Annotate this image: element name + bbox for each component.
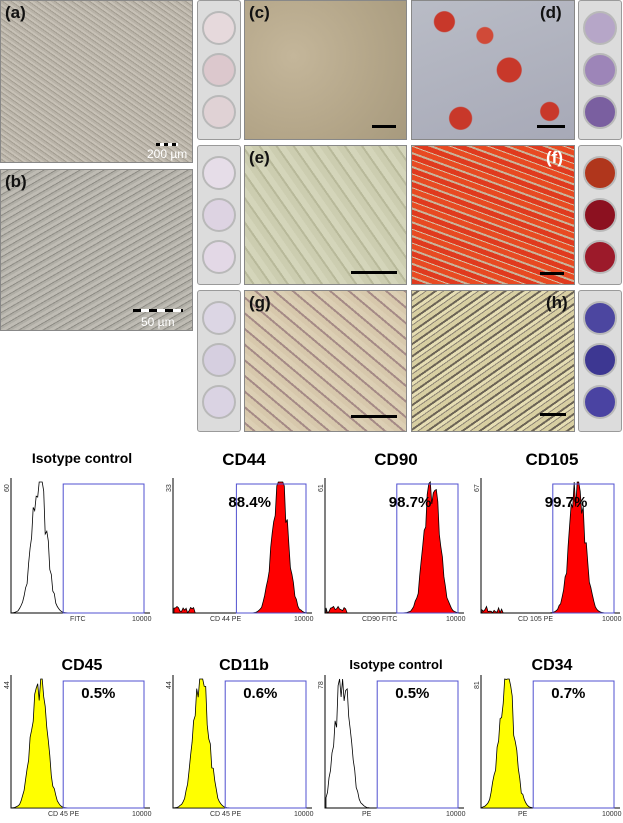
well xyxy=(583,156,617,190)
well xyxy=(583,385,617,419)
x-axis-label: CD90 FITC xyxy=(362,616,397,623)
x-axis-max-label: 10000 xyxy=(446,811,465,818)
well xyxy=(583,301,617,335)
histogram-title: CD105 xyxy=(474,450,623,470)
scale-bar-e xyxy=(351,271,397,274)
x-axis-max-label: 10000 xyxy=(446,616,465,623)
well xyxy=(583,11,617,45)
gate-marker xyxy=(63,484,144,613)
well-plate-c xyxy=(197,0,241,140)
histogram-distribution xyxy=(482,679,618,808)
well xyxy=(202,53,236,87)
panel-label-a: (a) xyxy=(5,3,26,23)
panel-label-f: (f) xyxy=(546,148,563,168)
x-axis-label: CD 44 PE xyxy=(210,616,241,623)
gate-percentage: 0.5% xyxy=(395,685,429,702)
histogram-distribution xyxy=(12,482,148,613)
histogram-title: CD45 xyxy=(4,657,160,675)
histogram-distribution xyxy=(174,679,310,808)
gate-percentage: 99.7% xyxy=(545,494,588,511)
micrograph-g: (g) xyxy=(244,290,407,432)
x-axis-max-label: 10000 xyxy=(132,616,151,623)
micrograph-a: (a) 200 µm xyxy=(0,0,193,163)
panel-label-b: (b) xyxy=(5,172,27,192)
x-axis-label: CD 45 PE xyxy=(210,811,241,818)
histogram-title: CD90 xyxy=(318,450,474,470)
gate-percentage: 88.4% xyxy=(228,494,271,511)
well xyxy=(202,198,236,232)
scale-bar-f xyxy=(540,272,564,275)
scale-bar-a xyxy=(156,143,178,146)
panel-label-e: (e) xyxy=(249,148,270,168)
scale-bar-d xyxy=(537,125,565,128)
x-axis-label: PE xyxy=(362,811,371,818)
well xyxy=(583,95,617,129)
well xyxy=(202,156,236,190)
well-plate-h xyxy=(578,290,622,432)
well xyxy=(583,240,617,274)
x-axis-label: FITC xyxy=(70,616,86,623)
histogram-title: Isotype control xyxy=(318,657,474,672)
micrograph-c: (c) xyxy=(244,0,407,140)
panel-label-h: (h) xyxy=(546,293,568,313)
well xyxy=(583,198,617,232)
scale-bar-h xyxy=(540,413,566,416)
histogram-title: CD44 xyxy=(166,450,322,470)
well xyxy=(202,343,236,377)
histogram-distribution xyxy=(326,679,462,808)
micrograph-f: (f) xyxy=(411,145,575,285)
x-axis-max-label: 10000 xyxy=(132,811,151,818)
scale-bar-g xyxy=(351,415,397,418)
well-plate-g xyxy=(197,290,241,432)
well xyxy=(202,301,236,335)
well xyxy=(202,385,236,419)
micrograph-h: (h) xyxy=(411,290,575,432)
well-plate-d xyxy=(578,0,622,140)
histogram-title: CD34 xyxy=(474,657,623,675)
micrograph-b: (b) 50 µm xyxy=(0,169,193,331)
gate-percentage: 0.5% xyxy=(81,685,115,702)
scale-bar-b xyxy=(133,309,183,312)
gate-percentage: 98.7% xyxy=(389,494,432,511)
scale-bar-c xyxy=(372,125,396,128)
scale-text-b: 50 µm xyxy=(141,315,175,329)
x-axis-max-label: 10000 xyxy=(602,811,621,818)
histogram-axes xyxy=(11,478,150,613)
histogram-plot xyxy=(10,478,154,615)
x-axis-label: CD 45 PE xyxy=(48,811,79,818)
well-plate-e xyxy=(197,145,241,285)
panel-label-d: (d) xyxy=(540,3,562,23)
x-axis-max-label: 10000 xyxy=(294,811,313,818)
x-axis-label: CD 105 PE xyxy=(518,616,553,623)
histogram-distribution xyxy=(12,679,148,808)
well xyxy=(583,343,617,377)
gate-percentage: 0.7% xyxy=(551,685,585,702)
histogram-title: CD11b xyxy=(166,657,322,675)
well xyxy=(202,11,236,45)
panel-label-g: (g) xyxy=(249,293,271,313)
histogram-title: Isotype control xyxy=(4,450,160,466)
well xyxy=(583,53,617,87)
well-plate-f xyxy=(578,145,622,285)
x-axis-max-label: 10000 xyxy=(602,616,621,623)
well xyxy=(202,95,236,129)
micrograph-e: (e) xyxy=(244,145,407,285)
gate-percentage: 0.6% xyxy=(243,685,277,702)
x-axis-label: PE xyxy=(518,811,527,818)
panel-label-c: (c) xyxy=(249,3,270,23)
scale-text-a: 200 µm xyxy=(147,147,187,161)
x-axis-max-label: 10000 xyxy=(294,616,313,623)
micrograph-d: (d) xyxy=(411,0,575,140)
well xyxy=(202,240,236,274)
